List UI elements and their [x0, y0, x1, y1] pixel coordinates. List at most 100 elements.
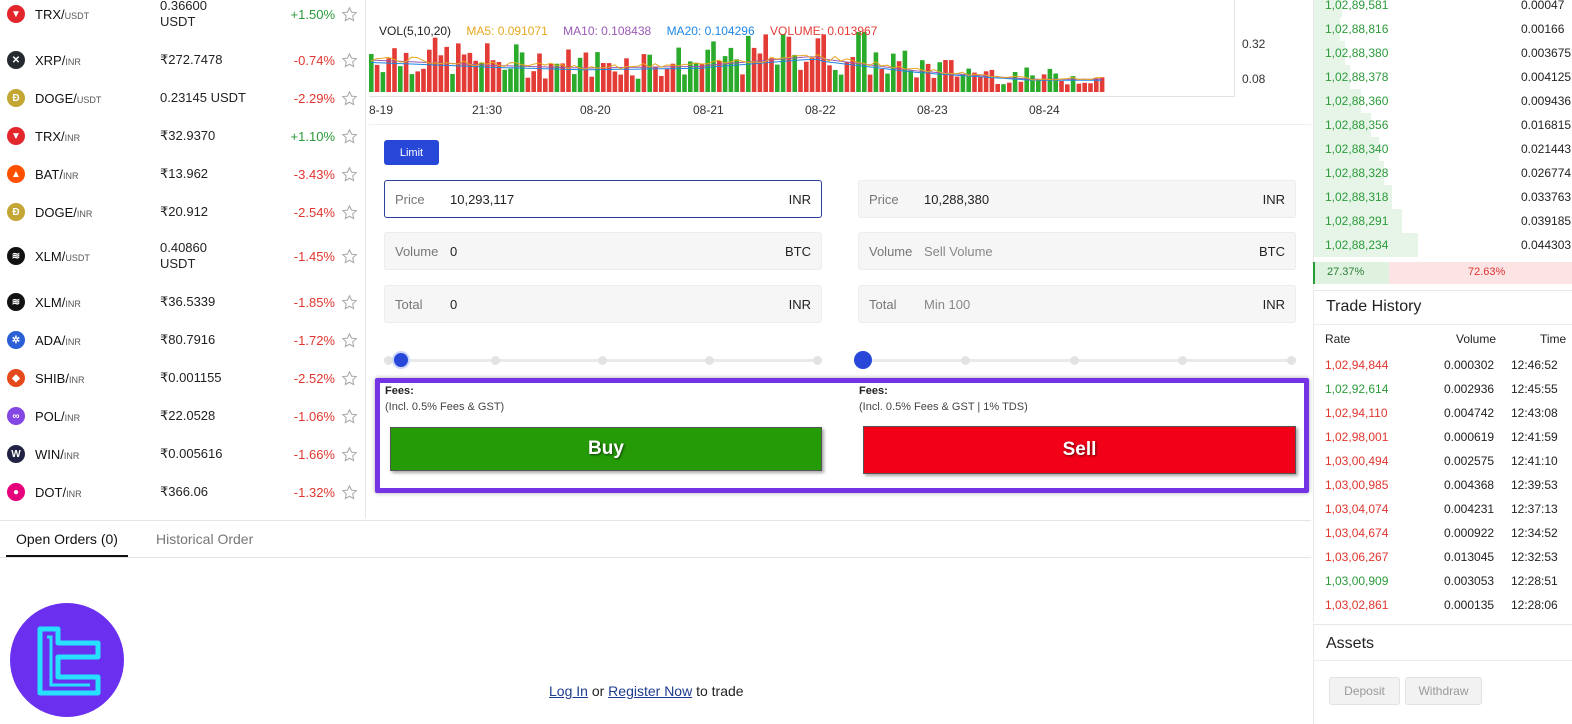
volume-bar — [595, 52, 600, 92]
volume-bar — [380, 72, 386, 92]
volume-bar — [844, 62, 850, 92]
volume-bar — [815, 38, 821, 92]
market-row[interactable]: ◆ SHIB/INR ₹0.001155 -2.52% — [0, 361, 366, 395]
tab-open-orders[interactable]: Open Orders (0) — [6, 531, 128, 557]
buy-volume-field[interactable]: Volume 0 BTC — [384, 232, 822, 270]
register-link[interactable]: Register Now — [608, 683, 693, 699]
history-volume: 0.000619 — [1444, 430, 1495, 444]
slider-handle[interactable] — [392, 351, 410, 369]
orderbook-row[interactable]: 1,02,88,380 0.003675 — [1314, 41, 1572, 65]
orderbook-row[interactable]: 1,02,88,234 0.044303 — [1314, 233, 1572, 257]
market-row[interactable]: ▼ TRX/USDT 0.36600 USDT +1.50% — [0, 0, 366, 33]
price-value: ₹13.962 — [160, 166, 209, 181]
volume-bar — [920, 60, 925, 92]
market-row[interactable]: ● DOT/INR ₹366.06 -1.32% — [0, 475, 366, 509]
volume-bar — [769, 58, 774, 92]
orderbook-row[interactable]: 1,02,88,360 0.009436 — [1314, 89, 1572, 113]
volume-bar — [856, 32, 861, 92]
sell-volume-field[interactable]: Volume Sell Volume BTC — [858, 232, 1296, 270]
orderbook-row[interactable]: 1,02,88,318 0.033763 — [1314, 185, 1572, 209]
slider-tick[interactable] — [491, 356, 500, 365]
market-row[interactable]: ≋ XLM/INR ₹36.5339 -1.85% — [0, 285, 366, 319]
favorite-star-icon[interactable] — [341, 484, 358, 501]
market-row[interactable]: ✲ ADA/INR ₹80.7916 -1.72% — [0, 323, 366, 357]
history-time: 12:37:13 — [1511, 502, 1558, 516]
slider-tick[interactable] — [598, 356, 607, 365]
favorite-star-icon[interactable] — [341, 128, 358, 145]
slider-tick[interactable] — [1287, 356, 1296, 365]
buy-amount-slider[interactable] — [384, 350, 822, 370]
buy-button[interactable]: Buy — [390, 427, 822, 471]
orderbook-row[interactable]: 1,02,88,291 0.039185 — [1314, 209, 1572, 233]
slider-tick[interactable] — [705, 356, 714, 365]
volume-bar — [572, 74, 577, 92]
limit-order-tab[interactable]: Limit — [384, 140, 439, 165]
favorite-star-icon[interactable] — [341, 332, 358, 349]
favorite-star-icon[interactable] — [341, 90, 358, 107]
buy-volume-value: 0 — [450, 243, 458, 259]
login-link[interactable]: Log In — [549, 683, 588, 699]
volume-bar — [833, 70, 838, 92]
orderbook-row[interactable]: 1,02,88,816 0.00166 — [1314, 17, 1572, 41]
favorite-star-icon[interactable] — [341, 446, 358, 463]
history-volume: 0.004742 — [1444, 406, 1495, 420]
history-volume: 0.003053 — [1444, 574, 1495, 588]
market-row[interactable]: ✕ XRP/INR ₹272.7478 -0.74% — [0, 43, 366, 77]
volume-bar — [374, 64, 380, 92]
market-row[interactable]: ≋ XLM/USDT 0.40860 USDT -1.45% — [0, 236, 366, 276]
withdraw-button[interactable]: Withdraw — [1405, 677, 1482, 705]
orderbook-row[interactable]: 1,02,89,581 0.00047 — [1314, 0, 1572, 17]
volume-bar — [577, 57, 583, 92]
logo-icon — [37, 626, 101, 696]
orderbook-row[interactable]: 1,02,88,340 0.021443 — [1314, 137, 1572, 161]
orderbook-row[interactable]: 1,02,88,356 0.016815 — [1314, 113, 1572, 137]
slider-tick[interactable] — [384, 356, 393, 365]
market-price: ₹0.005616 — [160, 446, 223, 462]
pair-separator: / — [60, 446, 64, 462]
market-change: -0.74% — [293, 52, 335, 68]
orderbook-amount: 0.039185 — [1521, 214, 1572, 228]
slider-tick[interactable] — [1178, 356, 1187, 365]
favorite-star-icon[interactable] — [341, 248, 358, 265]
ma20-line — [370, 59, 1102, 81]
market-row[interactable]: ∞ POL/INR ₹22.0528 -1.06% — [0, 399, 366, 433]
volume-bar — [722, 56, 728, 92]
history-rate: 1,03,06,267 — [1325, 550, 1389, 564]
buy-total-field[interactable]: Total 0 INR — [384, 285, 822, 323]
history-row: 1,03,06,267 0.013045 12:32:53 — [1314, 550, 1572, 574]
slider-tick[interactable] — [961, 356, 970, 365]
market-row[interactable]: Ð DOGE/USDT 0.23145 USDT -2.29% — [0, 81, 366, 115]
market-row[interactable]: ▼ TRX/INR ₹32.9370 +1.10% — [0, 119, 366, 153]
favorite-star-icon[interactable] — [341, 204, 358, 221]
market-row[interactable]: Ð DOGE/INR ₹20.912 -2.54% — [0, 195, 366, 229]
sell-button[interactable]: Sell — [863, 426, 1296, 474]
deposit-button[interactable]: Deposit — [1329, 677, 1400, 705]
legend-ma20: MA20: 0.104296 — [666, 24, 755, 38]
favorite-star-icon[interactable] — [341, 408, 358, 425]
buy-price-field[interactable]: Price 10,293,117 INR — [384, 180, 822, 218]
orderbook-amount: 0.00166 — [1521, 22, 1565, 36]
history-rate: 1,03,02,861 — [1325, 598, 1389, 612]
sell-amount-slider[interactable] — [854, 350, 1296, 370]
slider-tick[interactable] — [813, 356, 822, 365]
price-value: ₹20.912 — [160, 204, 209, 219]
legend-vol: VOL(5,10,20) — [379, 24, 452, 38]
orderbook-row[interactable]: 1,02,88,328 0.026774 — [1314, 161, 1572, 185]
favorite-star-icon[interactable] — [341, 294, 358, 311]
market-price: ₹20.912 — [160, 204, 208, 220]
favorite-star-icon[interactable] — [341, 166, 358, 183]
market-row[interactable]: W WIN/INR ₹0.005616 -1.66% — [0, 437, 366, 471]
tab-historical-order[interactable]: Historical Order — [156, 531, 254, 547]
market-row[interactable]: ▲ BAT/INR ₹13.962 -3.43% — [0, 157, 366, 191]
orderbook-row[interactable]: 1,02,88,378 0.004125 — [1314, 65, 1572, 89]
favorite-star-icon[interactable] — [341, 6, 358, 23]
volume-bar — [1088, 83, 1093, 92]
favorite-star-icon[interactable] — [341, 370, 358, 387]
favorite-star-icon[interactable] — [341, 52, 358, 69]
market-change: -1.72% — [293, 332, 335, 348]
sell-price-field[interactable]: Price 10,288,380 INR — [858, 180, 1296, 218]
slider-tick[interactable] — [1070, 356, 1079, 365]
slider-handle[interactable] — [854, 351, 872, 369]
sell-total-field[interactable]: Total Min 100 INR — [858, 285, 1296, 323]
orderbook-rate: 1,02,88,356 — [1325, 118, 1389, 132]
